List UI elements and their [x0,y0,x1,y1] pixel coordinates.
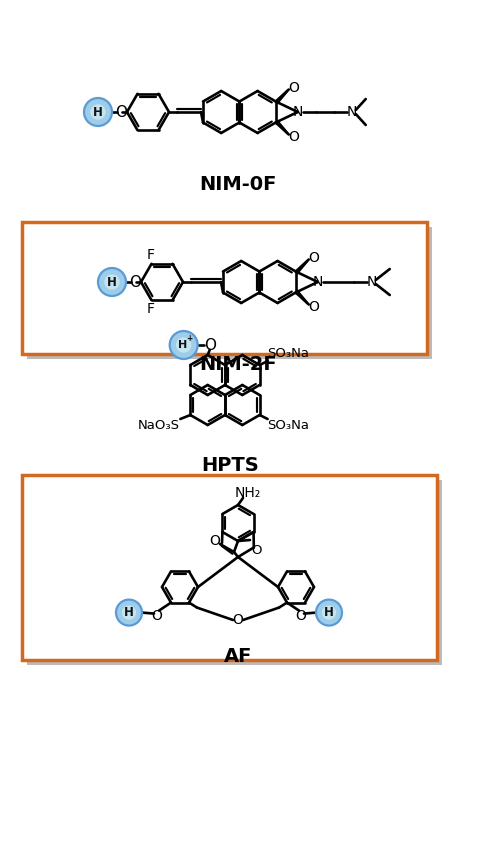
Text: H: H [178,340,187,350]
Circle shape [322,605,336,620]
Text: NaO₃S: NaO₃S [137,418,180,432]
Text: SO₃Na: SO₃Na [267,347,309,360]
Circle shape [169,331,198,359]
Circle shape [84,98,112,126]
Bar [22,222,427,354]
Text: N: N [312,275,323,289]
Circle shape [90,105,106,120]
Circle shape [176,337,192,353]
Text: H: H [107,275,117,288]
Text: O: O [233,613,243,627]
Text: F: F [146,248,155,262]
Circle shape [104,275,120,290]
Text: N: N [292,105,303,119]
Text: AF: AF [224,648,252,666]
Text: O: O [288,81,299,94]
Circle shape [98,268,126,296]
Text: O: O [288,129,299,144]
Circle shape [122,605,136,620]
Text: F: F [146,303,155,316]
Text: SO₃Na: SO₃Na [267,418,309,432]
Text: O: O [152,609,162,622]
Text: O: O [252,544,262,557]
Text: O: O [296,609,306,622]
Text: N: N [367,275,377,289]
Text: O: O [308,299,319,314]
Text: NH₂: NH₂ [235,486,261,500]
Bar [27,480,442,665]
Text: H: H [124,606,134,619]
Text: O: O [308,251,319,264]
Text: +: + [186,334,192,343]
Circle shape [116,599,142,626]
Text: H: H [93,105,103,118]
Bar [22,475,437,660]
Text: NIM-2F: NIM-2F [199,354,277,373]
Circle shape [316,599,342,626]
Text: O: O [204,337,216,353]
Text: H: H [324,606,334,619]
Text: NIM-0F: NIM-0F [199,174,276,194]
Text: O: O [115,105,127,120]
Text: O: O [210,534,220,548]
Text: HPTS: HPTS [201,456,259,474]
Text: N: N [347,105,357,119]
Text: O: O [129,275,141,290]
Bar [27,227,432,359]
